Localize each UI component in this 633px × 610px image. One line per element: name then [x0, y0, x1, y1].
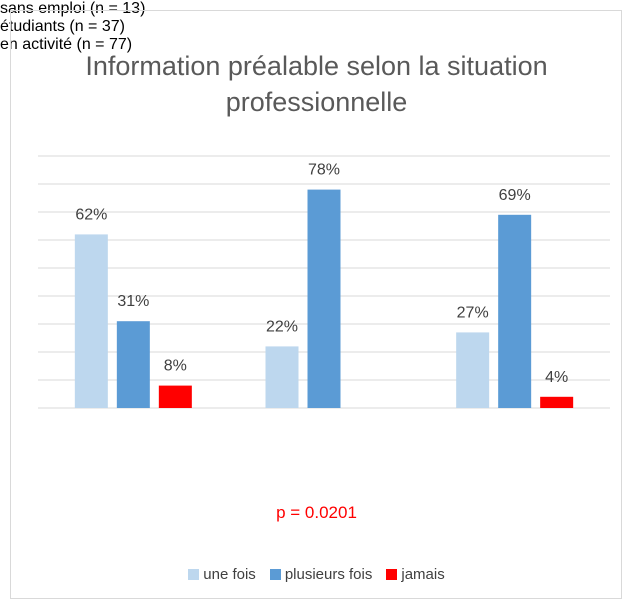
x-tick-label: sans emploi (n = 13): [0, 0, 146, 17]
legend-swatch: [269, 569, 281, 580]
x-tick-label: en activité (n = 77): [0, 36, 133, 53]
data-label: 8%: [164, 358, 187, 375]
legend-item: jamais: [386, 566, 445, 583]
annotation: p = 0.0201: [276, 503, 357, 522]
chart-title-text: Information préalable selon la situation…: [85, 51, 548, 117]
data-label: 78%: [308, 162, 340, 179]
data-label: 69%: [499, 187, 531, 204]
data-label: 4%: [545, 369, 568, 386]
bar: [456, 332, 490, 408]
bar: [116, 321, 150, 408]
bar: [498, 214, 532, 408]
chart-border: [10, 10, 622, 599]
bar: [307, 189, 341, 408]
legend-swatch: [386, 569, 398, 580]
legend-item: une fois: [188, 566, 256, 583]
legend-swatch: [188, 569, 200, 580]
data-label: 62%: [75, 206, 107, 223]
data-label: 22%: [266, 318, 298, 335]
bar: [158, 385, 192, 408]
legend-label: plusieurs fois: [284, 566, 373, 583]
bar: [265, 346, 299, 408]
chart-title: Information préalable selon la situation…: [0, 48, 633, 120]
legend-item: plusieurs fois: [269, 566, 373, 583]
data-label: 27%: [457, 304, 489, 321]
bar: [74, 234, 108, 408]
legend-label: une fois: [203, 566, 256, 583]
legend-label: jamais: [401, 566, 445, 583]
x-tick-label: étudiants (n = 37): [0, 18, 125, 35]
bar: [540, 396, 574, 408]
data-label: 31%: [117, 293, 149, 310]
legend: une fois plusieurs fois jamais: [0, 566, 633, 583]
